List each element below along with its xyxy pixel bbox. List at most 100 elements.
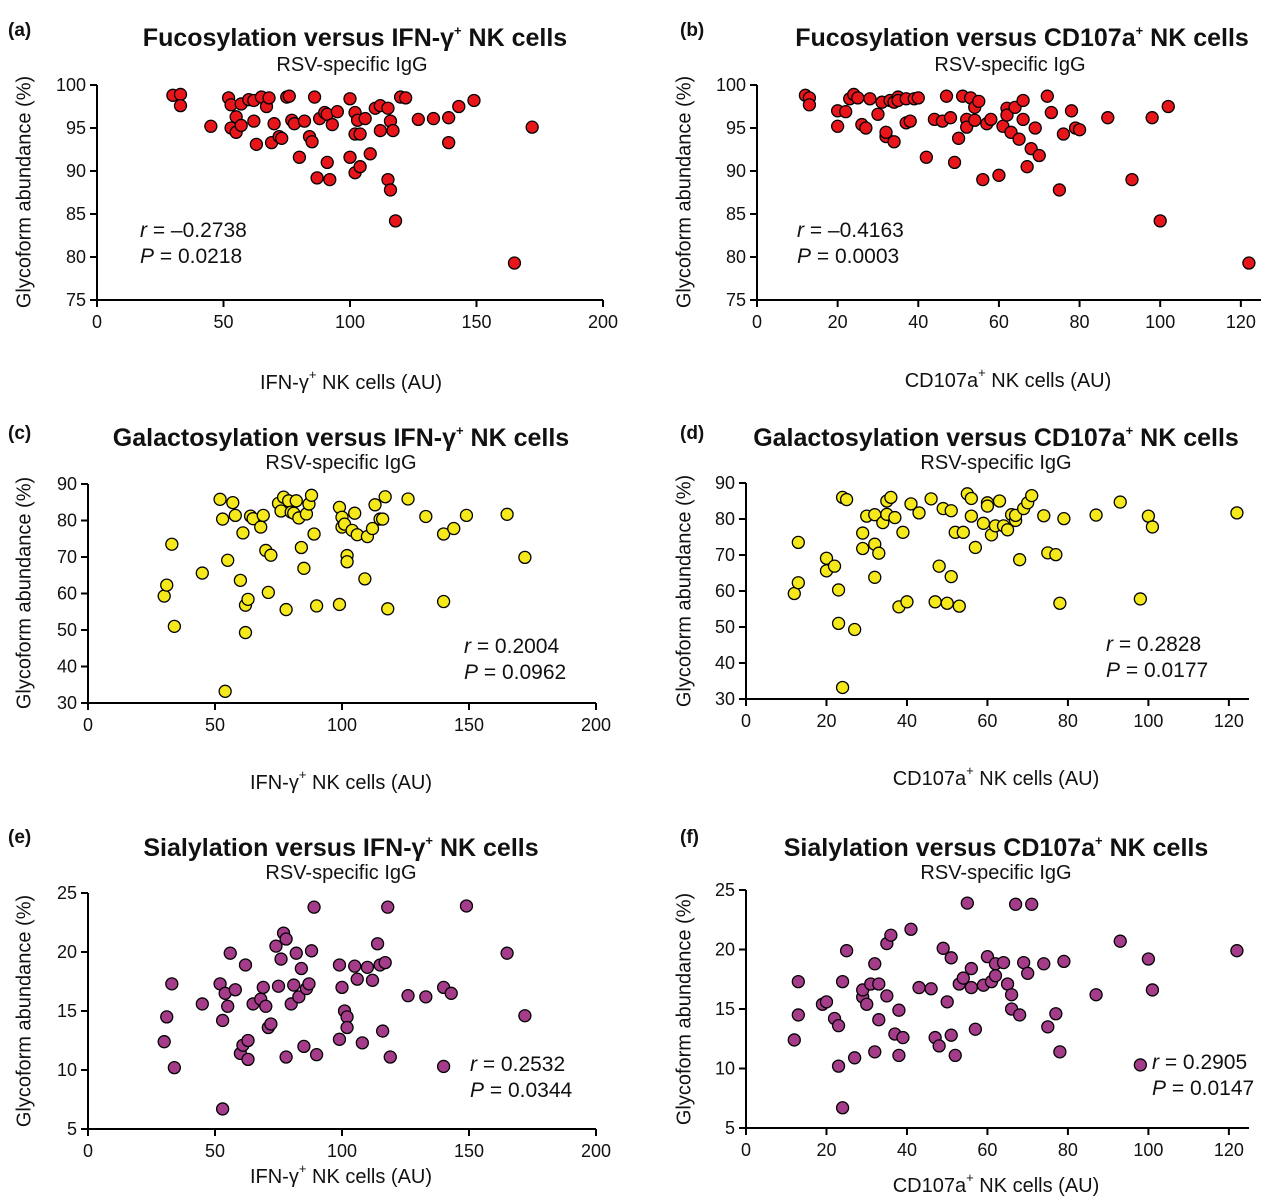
x-axis-label: IFN-γ+ NK cells (AU) bbox=[260, 368, 442, 395]
data-point bbox=[307, 527, 321, 541]
data-point bbox=[436, 527, 451, 541]
data-point bbox=[525, 120, 539, 134]
chart-title-text: Galactosylation versus CD107a bbox=[753, 424, 1126, 452]
data-point bbox=[944, 569, 958, 584]
data-point bbox=[1025, 897, 1039, 911]
y-tick-label: 20 bbox=[57, 942, 77, 962]
y-tick-label: 20 bbox=[715, 940, 735, 960]
x-tick-label: 150 bbox=[454, 715, 484, 735]
data-point bbox=[297, 561, 311, 575]
p-value: = 0.0344 bbox=[484, 1079, 573, 1102]
data-point bbox=[275, 131, 289, 145]
y-axis-label: Glycoform abundance (%) bbox=[13, 75, 36, 309]
data-point bbox=[447, 521, 461, 536]
data-point bbox=[297, 114, 312, 128]
y-tick-label: 40 bbox=[715, 653, 735, 673]
chart-title: Sialylation versus CD107a+ NK cells bbox=[784, 834, 1208, 863]
data-point bbox=[332, 1032, 347, 1046]
data-point bbox=[236, 526, 250, 540]
data-point bbox=[912, 506, 926, 520]
data-point bbox=[353, 160, 367, 174]
data-point bbox=[827, 559, 842, 573]
data-point bbox=[1113, 495, 1127, 509]
correlation-stats: r = 0.2004 P = 0.0962 bbox=[464, 634, 566, 686]
x-axis-label-superscript: + bbox=[308, 367, 317, 383]
data-point bbox=[294, 961, 309, 976]
chart-title: Fucosylation versus IFN-γ+ NK cells bbox=[143, 24, 567, 53]
data-point bbox=[847, 622, 862, 637]
data-point bbox=[1021, 966, 1035, 980]
data-point bbox=[1028, 121, 1042, 135]
data-point bbox=[1032, 148, 1046, 163]
data-point bbox=[274, 952, 288, 966]
x-tick-label: 40 bbox=[897, 1140, 917, 1160]
data-point bbox=[226, 495, 240, 510]
y-tick-label: 95 bbox=[66, 118, 86, 138]
data-point bbox=[802, 98, 817, 112]
x-tick-label: 150 bbox=[454, 1141, 484, 1161]
data-point bbox=[1000, 523, 1015, 537]
data-point bbox=[320, 155, 334, 170]
y-tick-label: 90 bbox=[715, 473, 735, 493]
data-point bbox=[1145, 520, 1160, 534]
x-axis-label-superscript: + bbox=[978, 365, 986, 381]
data-point bbox=[221, 999, 235, 1013]
x-axis-label: CD107a+ NK cells (AU) bbox=[893, 764, 1100, 791]
data-point bbox=[944, 951, 958, 965]
data-point bbox=[868, 957, 882, 971]
data-point bbox=[442, 135, 456, 150]
y-tick-label: 5 bbox=[67, 1119, 77, 1139]
data-point bbox=[1242, 256, 1256, 270]
chart-title: Galactosylation versus IFN-γ+ NK cells bbox=[113, 424, 569, 453]
r-value: = –0.2738 bbox=[147, 219, 247, 242]
data-point bbox=[204, 119, 218, 133]
p-symbol: P bbox=[464, 661, 479, 684]
y-tick-label: 60 bbox=[57, 584, 77, 604]
data-point bbox=[887, 135, 901, 149]
x-tick-label: 100 bbox=[1145, 312, 1175, 332]
data-point bbox=[378, 490, 392, 504]
data-point bbox=[839, 944, 854, 958]
data-point bbox=[167, 619, 182, 633]
x-tick-label: 60 bbox=[989, 312, 1009, 332]
data-point bbox=[452, 99, 466, 114]
y-tick-label: 60 bbox=[715, 581, 735, 601]
data-point bbox=[976, 172, 990, 187]
x-axis-label-superscript: + bbox=[298, 1161, 307, 1177]
data-point bbox=[375, 512, 390, 526]
data-point bbox=[467, 93, 481, 108]
data-point bbox=[787, 1033, 801, 1047]
data-point bbox=[912, 980, 926, 995]
r-row: r = 0.2532 bbox=[470, 1052, 572, 1078]
data-point bbox=[358, 111, 372, 126]
x-axis-label-text: IFN-γ bbox=[249, 1166, 299, 1188]
data-point bbox=[249, 137, 264, 151]
p-symbol: P bbox=[1152, 1077, 1167, 1100]
chart-title: Galactosylation versus CD107a+ NK cells bbox=[753, 424, 1239, 453]
y-tick-label: 90 bbox=[66, 161, 86, 181]
data-point bbox=[911, 91, 925, 105]
data-point bbox=[259, 999, 273, 1013]
data-point bbox=[968, 540, 983, 555]
data-point bbox=[399, 91, 413, 105]
panel-letter: (a) bbox=[8, 20, 32, 41]
x-axis-label: IFN-γ+ NK cells (AU) bbox=[249, 1162, 432, 1189]
data-point bbox=[304, 944, 319, 958]
y-tick-label: 85 bbox=[66, 204, 86, 224]
data-point bbox=[195, 997, 209, 1011]
data-point bbox=[386, 123, 400, 138]
x-tick-label: 40 bbox=[908, 312, 928, 332]
correlation-stats: r = 0.2532 P = 0.0344 bbox=[470, 1052, 572, 1104]
y-axis-label: Glycoform abundance (%) bbox=[673, 892, 696, 1126]
data-point bbox=[884, 490, 898, 505]
x-axis-label: IFN-γ+ NK cells (AU) bbox=[249, 768, 432, 795]
data-point bbox=[368, 498, 382, 512]
x-axis-label-text: IFN-γ bbox=[249, 772, 299, 794]
y-tick-label: 5 bbox=[725, 1118, 735, 1138]
chart-title-tail: NK cells bbox=[1102, 834, 1209, 862]
chart-subtitle: RSV-specific IgG bbox=[265, 862, 417, 884]
data-point bbox=[940, 995, 954, 1009]
p-symbol: P bbox=[470, 1079, 485, 1102]
chart-title-tail: NK cells bbox=[463, 424, 570, 452]
r-symbol: r bbox=[1152, 1051, 1159, 1074]
